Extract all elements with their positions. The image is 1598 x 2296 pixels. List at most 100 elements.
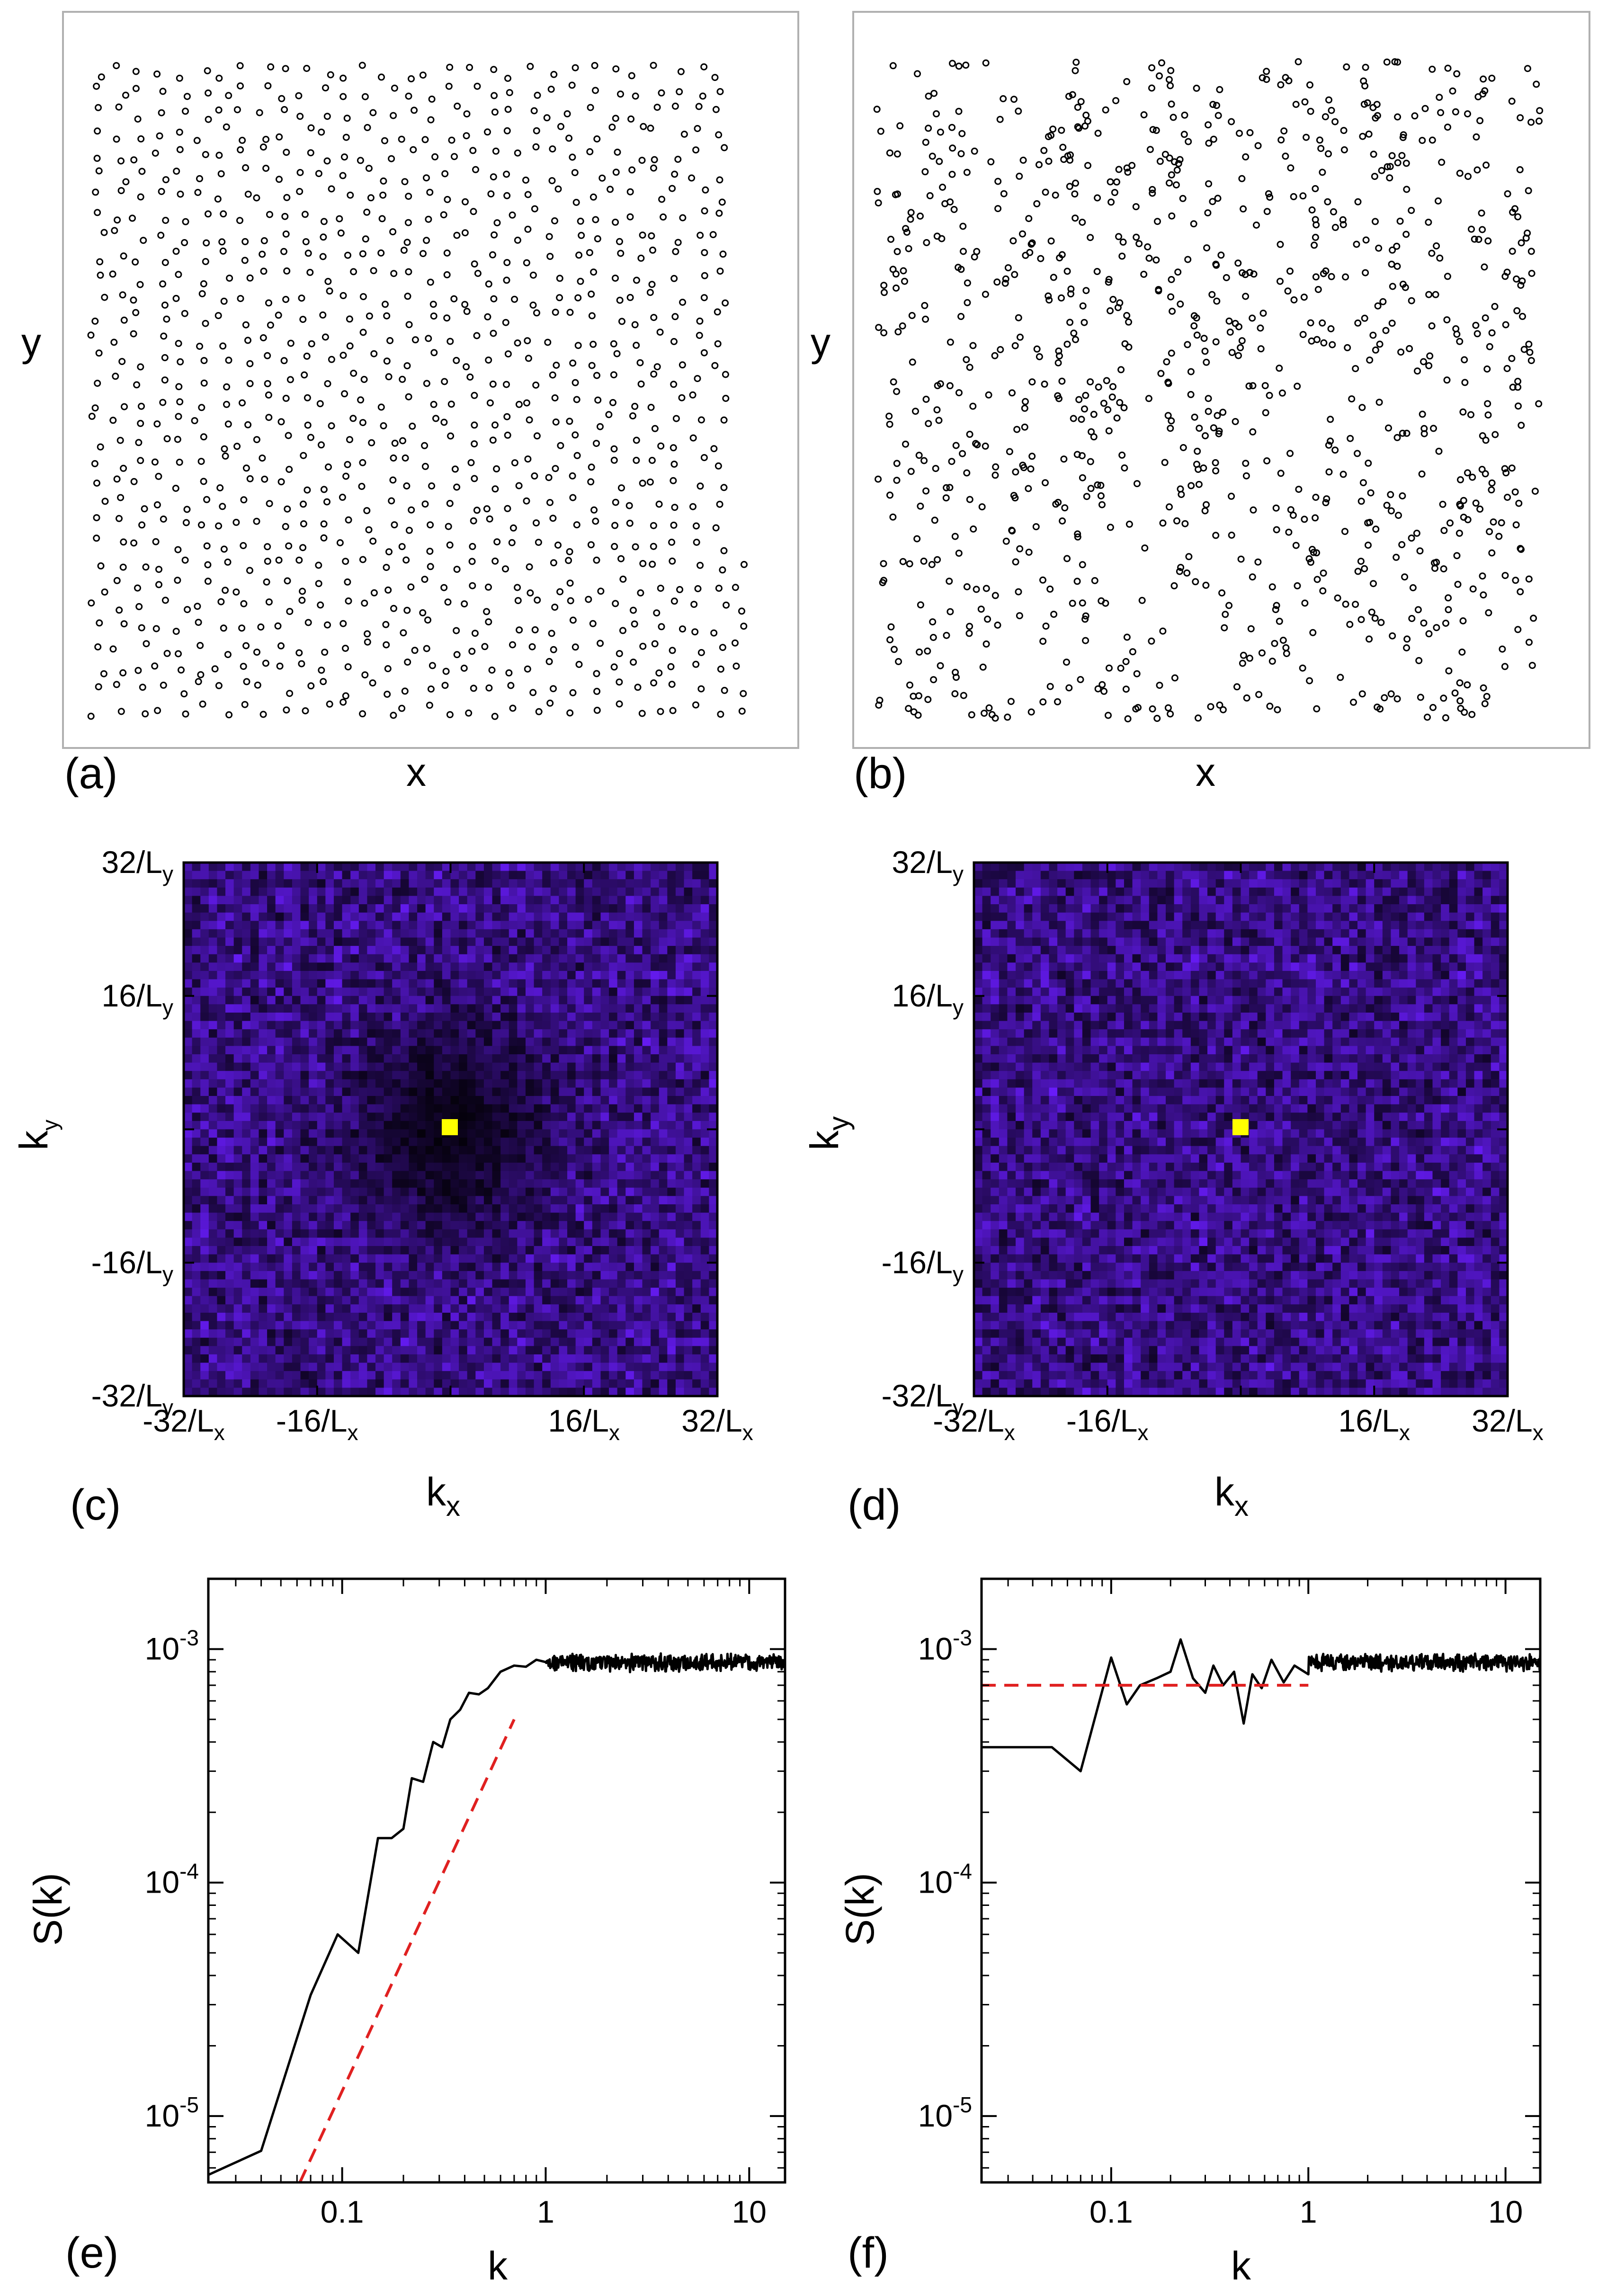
heatmap-cell [483, 912, 493, 921]
heatmap-cell [292, 887, 301, 897]
heatmap-cell [467, 1221, 476, 1230]
heatmap-cell [459, 979, 468, 988]
heatmap-cell [358, 1162, 368, 1172]
heatmap-cell [225, 946, 234, 955]
heatmap-cell [475, 954, 484, 963]
heatmap-cell [200, 1371, 209, 1380]
heatmap-cell [309, 863, 318, 872]
scatter-point [241, 257, 249, 264]
heatmap-cell [567, 912, 576, 921]
heatmap-cell [483, 1121, 493, 1130]
heatmap-cell [492, 887, 501, 897]
scatter-point [281, 213, 289, 220]
heatmap-cell [309, 988, 318, 997]
heatmap-cell [242, 921, 251, 930]
heatmap-cell [284, 1329, 293, 1338]
heatmap-cell [467, 1237, 476, 1246]
heatmap-cell [559, 1029, 568, 1038]
scatter-point [236, 62, 244, 70]
heatmap-cell [242, 954, 251, 963]
heatmap-cell [267, 1171, 276, 1180]
heatmap-cell [483, 1021, 493, 1030]
heatmap-cell [525, 1021, 535, 1030]
heatmap-cell [442, 1196, 451, 1205]
heatmap-cell [509, 1346, 518, 1355]
scatter-point [638, 710, 646, 717]
heatmap-cell [200, 904, 209, 913]
heatmap-cell [225, 1204, 234, 1213]
heatmap-cell [542, 1321, 551, 1330]
heatmap-cell [400, 1079, 410, 1088]
scatter-point [95, 104, 102, 111]
heatmap-cell [434, 970, 443, 980]
heatmap-cell [425, 1296, 434, 1305]
heatmap-cell [400, 1321, 410, 1330]
heatmap-cell [517, 1237, 526, 1246]
scatter-point [574, 342, 582, 349]
heatmap-cell [233, 1346, 242, 1355]
heatmap-cell [417, 1321, 426, 1330]
heatmap-cell [225, 1221, 234, 1230]
scatter-point [491, 92, 498, 99]
heatmap-cell [550, 1254, 560, 1263]
scatter-point [669, 557, 676, 565]
scatter-point [1266, 194, 1274, 201]
heatmap-cell [233, 1362, 242, 1371]
heatmap-cell [483, 1104, 493, 1113]
heatmap-cell [367, 879, 376, 888]
heatmap-cell [200, 1079, 209, 1088]
heatmap-cell [309, 912, 318, 921]
heatmap-cell [325, 904, 334, 913]
heatmap-cell [250, 1271, 259, 1280]
heatmap-cell [325, 1112, 334, 1121]
heatmap-cell [450, 1254, 459, 1263]
scatter-point [533, 309, 540, 317]
scatter-point [648, 457, 656, 464]
scatter-point [96, 258, 104, 266]
heatmap-cell [384, 1196, 393, 1205]
scatter-point [98, 73, 105, 81]
scatter-point [152, 538, 160, 545]
heatmap-cell [542, 1354, 551, 1363]
heatmap-cell [417, 1254, 426, 1263]
scatter-point [286, 376, 294, 383]
heatmap-cell [367, 1138, 376, 1147]
heatmap-cell [250, 937, 259, 946]
scatter-point [463, 363, 470, 371]
heatmap-cell [292, 863, 301, 872]
heatmap-cell [442, 1138, 451, 1147]
heatmap-cell [300, 1279, 309, 1288]
heatmap-cell [567, 1004, 576, 1013]
scatter-point [359, 459, 366, 466]
heatmap-cell [309, 1254, 318, 1263]
heatmap-cell [259, 1104, 268, 1113]
heatmap-cell [300, 954, 309, 963]
scatter-point [242, 464, 250, 472]
scatter-point [1300, 294, 1308, 301]
heatmap-cell [400, 1071, 410, 1080]
heatmap-cell [392, 1121, 401, 1130]
heatmap-cell [275, 970, 284, 980]
heatmap-cell [483, 1004, 493, 1013]
heatmap-cell [509, 1154, 518, 1163]
heatmap-cell [242, 979, 251, 988]
heatmap-cell [350, 946, 359, 955]
heatmap-cell [275, 1229, 284, 1238]
scatter-point [1228, 492, 1235, 500]
scatter-point [282, 296, 290, 303]
scatter-point [1032, 523, 1040, 531]
scatter-point [694, 125, 701, 132]
heatmap-cell [325, 1371, 334, 1380]
heatmap-cell [292, 1187, 301, 1196]
heatmap-cell [542, 1187, 551, 1196]
heatmap-cell [492, 1162, 501, 1172]
heatmap-cell [559, 1337, 568, 1346]
heatmap-cell [275, 912, 284, 921]
scatter-point [928, 152, 936, 160]
scatter-point [280, 357, 288, 365]
heatmap-cell [200, 1279, 209, 1288]
heatmap-cell [375, 1237, 384, 1246]
scatter-point [653, 104, 661, 111]
heatmap-cell [200, 1263, 209, 1272]
heatmap-cell [417, 1346, 426, 1355]
